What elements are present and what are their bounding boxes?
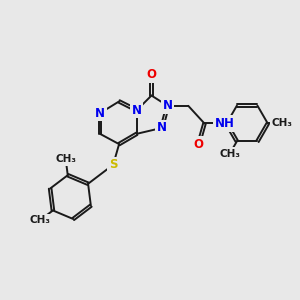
Text: S: S bbox=[109, 158, 117, 171]
Text: N: N bbox=[132, 104, 142, 117]
Text: O: O bbox=[146, 68, 157, 81]
Text: N: N bbox=[163, 99, 173, 112]
Text: NH: NH bbox=[215, 117, 235, 130]
Text: CH₃: CH₃ bbox=[29, 215, 50, 225]
Text: CH₃: CH₃ bbox=[219, 149, 240, 159]
Text: N: N bbox=[157, 122, 167, 134]
Text: CH₃: CH₃ bbox=[272, 118, 293, 128]
Text: CH₃: CH₃ bbox=[55, 154, 76, 164]
Text: N: N bbox=[95, 107, 105, 120]
Text: O: O bbox=[194, 138, 204, 151]
Text: CH₃: CH₃ bbox=[29, 215, 50, 225]
Text: CH₃: CH₃ bbox=[55, 154, 76, 164]
